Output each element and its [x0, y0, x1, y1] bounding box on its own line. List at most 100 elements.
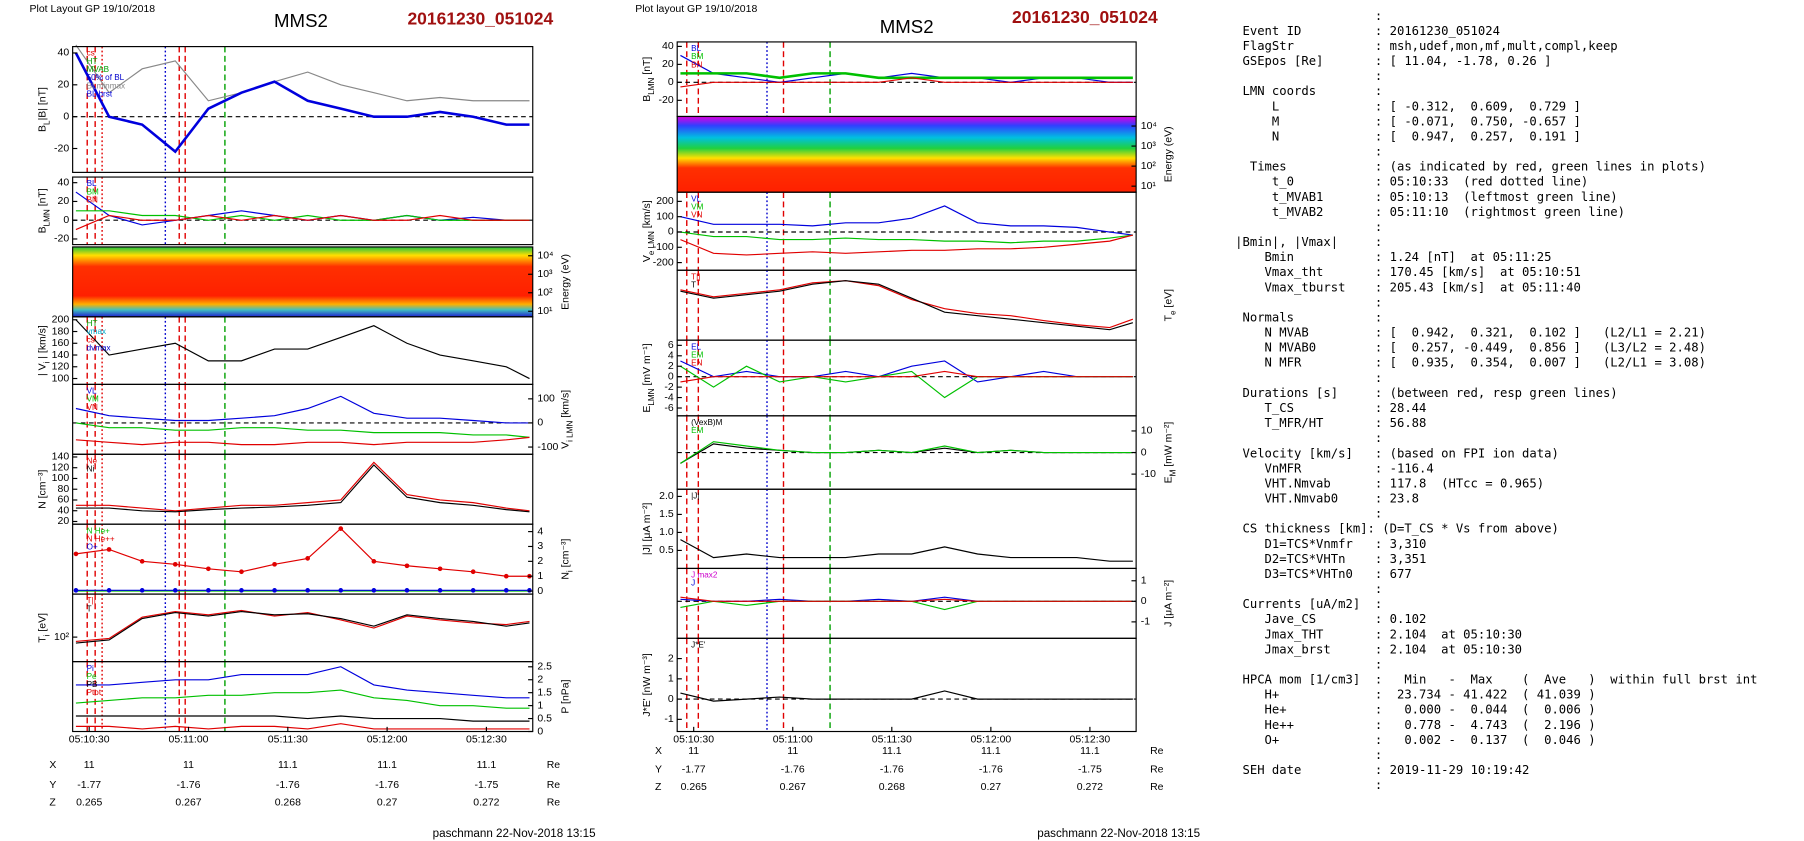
info-line: Vmax_tht : 170.45 [km/s] at 05:10:51 [1235, 265, 1581, 279]
legend-entry: cs [87, 335, 95, 344]
point [503, 573, 509, 579]
info-line: LMN coords : [1235, 84, 1382, 98]
legend-entry: Pi [87, 664, 94, 673]
y-tick-label: 40 [57, 505, 69, 516]
y-tick-label: 100 [52, 373, 70, 384]
y-axis-label: BLMN [nT] [642, 57, 656, 102]
y-axis-label-part: e [1168, 310, 1177, 315]
point [371, 559, 377, 564]
info-line: t_MVAB2 : 05:11:10 (rightmost green line… [1235, 205, 1625, 219]
info-line: Jmax_brst : 2.104 at 05:10:30 [1235, 642, 1522, 656]
trace [680, 360, 1133, 383]
y-axis-label-part: E [1164, 476, 1175, 483]
y-tick-label: 10² [1141, 161, 1157, 172]
legend-entry: T|| [87, 596, 96, 605]
info-line: : [1235, 69, 1382, 83]
panel-frame [676, 191, 1137, 271]
orbit-value: -1.76 [375, 780, 399, 791]
point [470, 569, 476, 575]
orbit-value: 0.267 [175, 797, 201, 808]
y-axis-label: BLMN [nT] [37, 188, 51, 233]
y-tick-label: 2 [537, 675, 543, 686]
y-tick-label: 10³ [1141, 141, 1157, 152]
y-tick-label: 3 [537, 541, 543, 552]
info-line: T_CS : 28.44 [1235, 401, 1426, 415]
trace [74, 52, 530, 154]
orbit-value: 11.1 [377, 760, 397, 771]
y-tick-label: -100 [653, 242, 674, 253]
trace [680, 231, 1133, 244]
trace [680, 539, 1133, 562]
y-axis-label: J*E' [nW m⁻³] [642, 653, 653, 716]
y-tick-label: 80 [57, 484, 69, 495]
y-axis-label-part: B [642, 95, 653, 102]
legend-entry: MVAB [87, 65, 109, 74]
legend-entry: VL [691, 194, 701, 203]
trace [75, 214, 530, 231]
y-tick-label: 1 [1141, 576, 1147, 587]
y-tick-label: -20 [659, 95, 674, 106]
y-axis-label-part: e LMN [647, 231, 656, 255]
orbit-value: 11 [183, 760, 194, 771]
legend-entry: J max2 [691, 571, 718, 580]
legend-entry: VN [691, 211, 702, 220]
legend-entry: BM [87, 187, 99, 196]
trace [680, 234, 1134, 256]
y-tick-label: 20 [57, 80, 69, 91]
y-tick-label: 2 [668, 653, 674, 664]
y-tick-label: 160 [52, 338, 70, 349]
y-axis-label-part: [eV] [37, 613, 48, 635]
y-axis-label: J [μA m⁻²] [1164, 580, 1175, 627]
orbit-label: Z [49, 797, 56, 808]
trace [75, 436, 530, 446]
point [437, 588, 443, 593]
panel-frame [72, 661, 534, 733]
y-axis-label-part: V [642, 255, 653, 262]
orbit-value: 11 [84, 760, 95, 771]
orbit-value: 0.27 [981, 782, 1002, 793]
y-tick-label: -200 [653, 257, 674, 268]
y-tick-label: -6 [664, 403, 673, 414]
y-tick-label: -4 [664, 392, 673, 403]
info-line: N MVAB : [ 0.942, 0.321, 0.102 ] (L2/L1 … [1235, 326, 1706, 340]
legend-entry: (VexB)M [691, 418, 722, 427]
legend-entry: J*E' [691, 640, 706, 649]
trace [75, 210, 530, 221]
orbit-value: 0.267 [780, 782, 806, 793]
y-axis-label: N [cm⁻³] [37, 470, 48, 509]
y-tick-label: -20 [54, 234, 69, 245]
y-tick-label: 2.0 [659, 491, 674, 502]
point [272, 561, 277, 567]
trace [680, 370, 1133, 383]
orbit-value: -1.76 [880, 765, 904, 776]
y-tick-label: 0 [1141, 447, 1147, 458]
legend-entry: HT [87, 319, 98, 328]
y-tick-label: 4 [668, 351, 674, 362]
y-axis-label: BL|B| [nT] [37, 87, 51, 132]
y-tick-label: 10¹ [537, 306, 553, 317]
orbit-value: 11.1 [1080, 746, 1100, 757]
y-axis-label-part: | V [37, 363, 48, 376]
y-axis-label-part: T [1164, 314, 1175, 321]
point [503, 588, 509, 593]
panel-frame [72, 316, 534, 385]
y-tick-label: 0 [537, 586, 543, 597]
y-tick-label: 1 [668, 674, 674, 685]
y-tick-label: 120 [52, 462, 70, 473]
legend-entry: O+ [87, 543, 98, 552]
panel-frame [72, 593, 534, 663]
y-axis-label-part: i [42, 361, 51, 363]
panel-frame [676, 637, 1137, 733]
y-tick-label: 140 [52, 350, 70, 361]
y-axis-label-part: [nT] [37, 188, 48, 209]
legend-entry: dvmax [87, 343, 111, 352]
panel-frame [72, 176, 534, 246]
legend-entry: EN [691, 359, 702, 368]
y-tick-label: 0 [537, 418, 543, 429]
info-line: D1=TCS*Vnmfr : 3,310 [1235, 537, 1426, 551]
orbit-label: X [49, 760, 56, 771]
panel-frame [676, 339, 1137, 417]
y-tick-label: 60 [57, 495, 69, 506]
point [239, 588, 244, 593]
orbit-value: -1.75 [474, 780, 498, 791]
